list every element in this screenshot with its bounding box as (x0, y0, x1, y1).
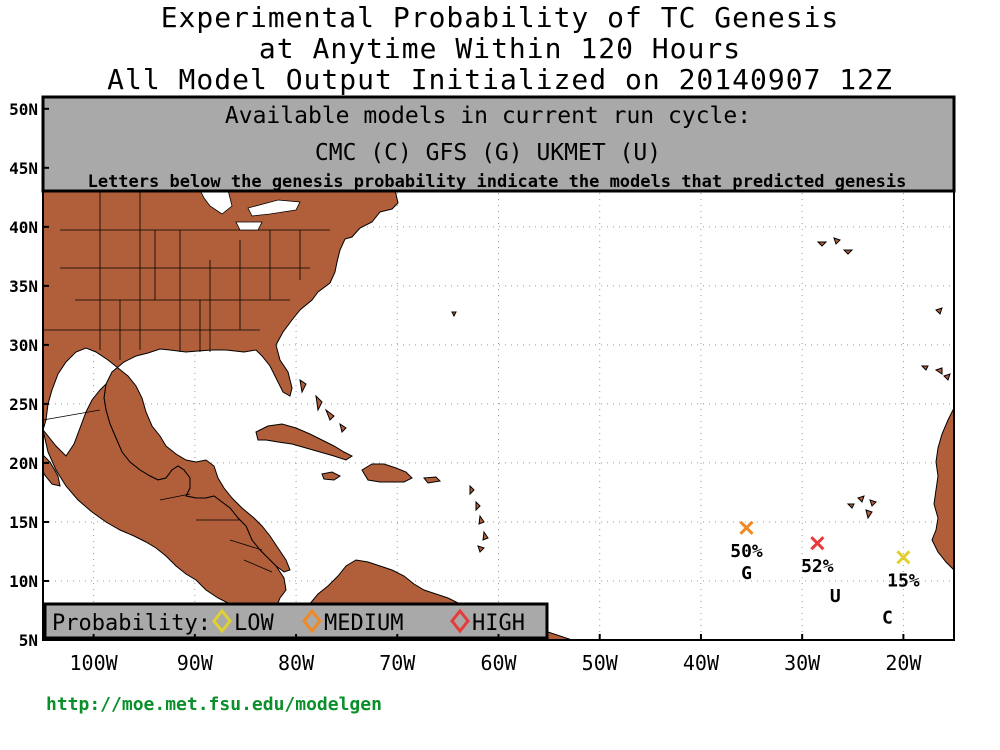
lon-tick-label: 60W (480, 651, 517, 675)
lon-tick-label: 90W (177, 651, 214, 675)
x-mark-icon (810, 536, 825, 551)
hispaniola-island (361, 463, 413, 483)
marker-models: U (830, 586, 841, 607)
diamond-icon (212, 608, 232, 634)
title-line-1: Experimental Probability of TC Genesis (160, 1, 840, 34)
azores-islands (816, 237, 854, 255)
mexico-land (43, 382, 287, 621)
legend-label: Probability: (52, 611, 211, 636)
lat-tick-label: 45N (9, 159, 38, 178)
source-url[interactable]: http://moe.met.fsu.edu/modelgen (46, 694, 382, 715)
political-borders (43, 190, 330, 573)
probability-legend (43, 602, 549, 640)
models-box (41, 95, 956, 193)
lon-tick-label: 20W (885, 651, 922, 675)
legend-item-label: MEDIUM (324, 611, 403, 636)
legend-item-label: LOW (234, 611, 274, 636)
models-list: CMC (C) GFS (G) UKMET (U) (315, 140, 661, 166)
marker-probability: 52% (801, 556, 834, 577)
lesser-antilles (469, 484, 489, 553)
models-heading: Available models in current run cycle: (225, 103, 751, 129)
legend-item-low: LOW (212, 608, 274, 636)
africa-land (931, 407, 954, 571)
models-note: Letters below the genesis probability in… (88, 172, 907, 192)
marker-models: G (741, 563, 752, 584)
puerto-rico-island (423, 476, 442, 484)
lat-tick-label: 30N (9, 336, 38, 355)
lat-tick-label: 15N (9, 513, 38, 532)
lon-tick-label: 80W (278, 651, 315, 675)
axes: 100W 90W 80W 70W 60W 50W 40W 30W 20W 50N 45N 40N 35N… (9, 100, 922, 675)
lon-tick-label: 100W (70, 651, 119, 675)
lon-tick-label: 50W (582, 651, 619, 675)
cuba-island (255, 423, 353, 461)
genesis-marker: 50%G (730, 520, 763, 584)
lon-tick-label: 30W (784, 651, 821, 675)
lon-tick-label: 40W (683, 651, 720, 675)
jamaica-island (321, 471, 341, 481)
lon-tick-label: 70W (379, 651, 416, 675)
lat-tick-label: 25N (9, 395, 38, 414)
lat-tick-label: 10N (9, 572, 38, 591)
map-title: Experimental Probability of TC Genesis a… (0, 2, 1000, 95)
diamond-icon (302, 608, 322, 634)
lat-tick-label: 20N (9, 454, 38, 473)
lat-tick-label: 35N (9, 277, 38, 296)
legend-item-medium: MEDIUM (302, 608, 403, 636)
marker-probability: 50% (730, 541, 763, 562)
title-line-3: All Model Output Initialized on 20140907… (107, 63, 893, 96)
legend-item-label: HIGH (472, 611, 525, 636)
legend-item-high: HIGH (450, 608, 525, 636)
canary-islands (920, 307, 951, 381)
lat-tick-label: 40N (9, 218, 38, 237)
x-mark-icon (896, 550, 911, 565)
marker-probability: 15% (887, 570, 920, 591)
lat-tick-label: 50N (9, 100, 38, 119)
bermuda-island (451, 311, 457, 318)
marker-models: C (882, 607, 893, 628)
lat-tick-label: 5N (19, 631, 38, 650)
cape-verde-islands (846, 495, 877, 520)
genesis-marker: 52% U (801, 536, 841, 607)
diamond-icon (450, 608, 470, 634)
genesis-marker: 15% C (882, 550, 920, 628)
x-mark-icon (739, 520, 754, 535)
great-lakes (199, 189, 301, 231)
genesis-markers: 50%G 52% U 15% C (730, 520, 920, 628)
title-line-2: at Anytime Within 120 Hours (258, 32, 742, 65)
bahamas-islands (299, 378, 347, 433)
